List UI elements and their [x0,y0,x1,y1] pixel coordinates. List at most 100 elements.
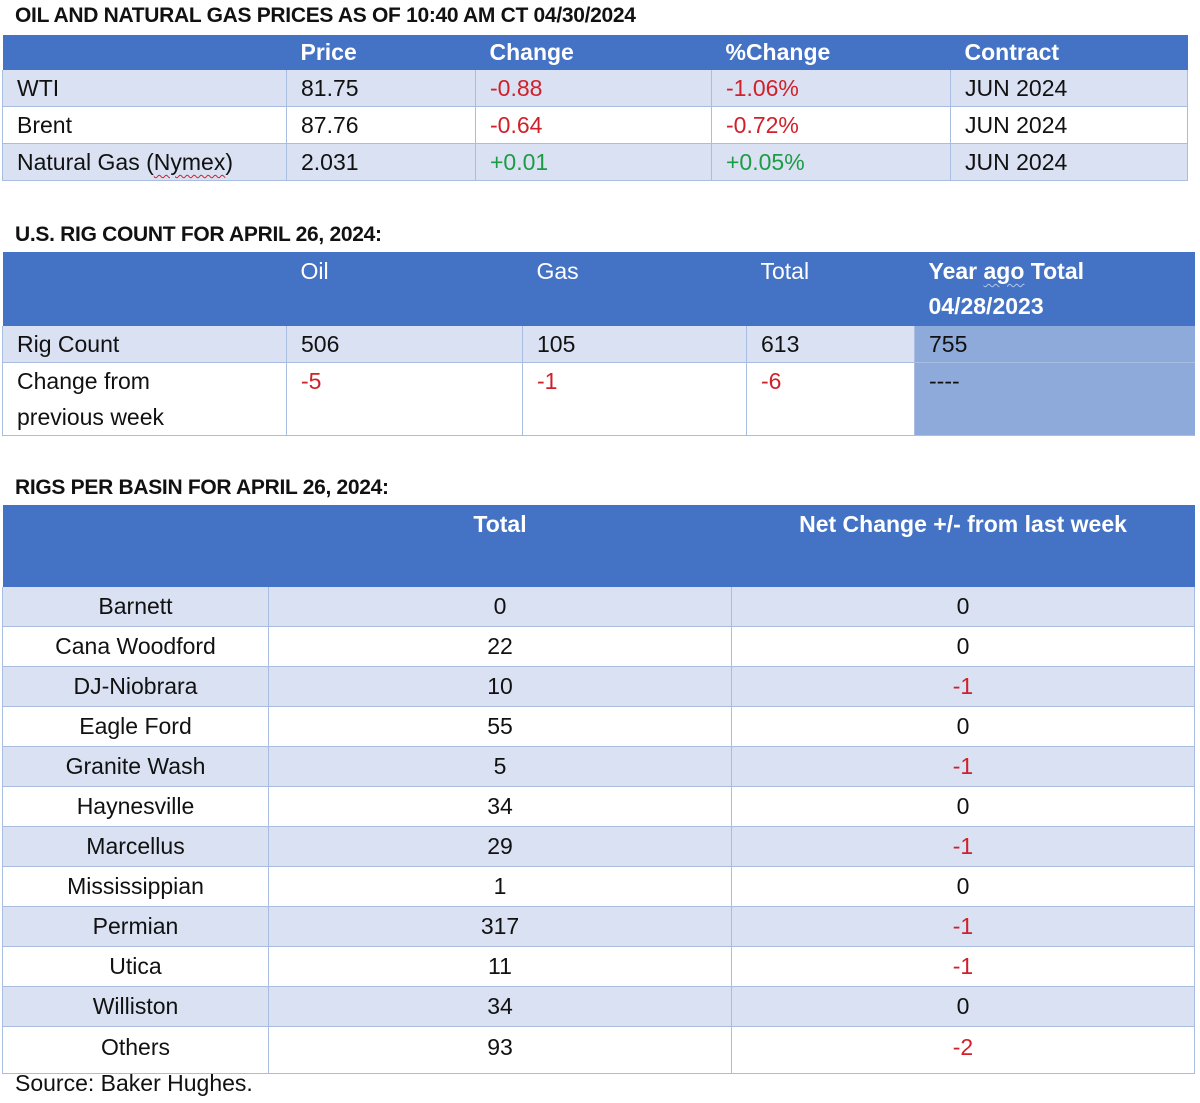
prices-table: Price Change %Change Contract WTI 81.75 … [2,35,1188,181]
rig-header-oil: Oil [286,252,523,326]
table-row: DJ-Niobrara 10 -1 [2,666,1195,707]
basin-net-change: 0 [731,587,1195,627]
basin-header-blank [2,505,269,587]
basin-header-net-change: Net Change +/- from last week [731,505,1195,587]
basin-name: Utica [2,946,269,987]
prices-header-row: Price Change %Change Contract [2,35,1188,70]
rig-year-ago-value: 755 [914,326,1195,363]
basins-body: Barnett 0 0 Cana Woodford 22 0 DJ-Niobrara 10… [2,587,1195,1074]
rig-gas-value: 105 [522,326,747,363]
pct-change-value: -1.06% [711,70,951,107]
year-ago-label-a: Year [928,258,984,284]
basin-name: Granite Wash [2,746,269,787]
rig-header-blank [2,252,287,326]
commodity-name: WTI [2,70,287,107]
year-ago-label-c: Total [1024,258,1085,284]
basin-net-change: -1 [731,666,1195,707]
rig-row-label: Rig Count [2,326,287,363]
rig-count-header-row: Oil Gas Total Year ago Total 04/28/2023 [2,252,1195,326]
prices-header-name [2,35,287,70]
table-row: Williston 34 0 [2,986,1195,1027]
rig-total-value: 613 [746,326,915,363]
basin-name: Permian [2,906,269,947]
basin-total: 34 [268,986,732,1027]
basin-name: Marcellus [2,826,269,867]
table-row: Cana Woodford 22 0 [2,626,1195,667]
rig-row-label: Change from previous week [2,362,287,436]
rig-row-label-line1: Change from [17,368,150,394]
price-value: 81.75 [286,70,476,107]
basins-title: RIGS PER BASIN FOR APRIL 26, 2024: [15,476,389,499]
basin-name: Eagle Ford [2,706,269,747]
table-row: Marcellus 29 -1 [2,826,1195,867]
table-row: Natural Gas (Nymex) 2.031 +0.01 +0.05% J… [2,143,1188,181]
basin-name: DJ-Niobrara [2,666,269,707]
basin-name: Williston [2,986,269,1027]
table-row: Granite Wash 5 -1 [2,746,1195,787]
basin-header-total: Total [268,505,732,587]
basins-table: Total Net Change +/- from last week Barn… [2,505,1195,1074]
year-ago-date: 04/28/2023 [928,293,1044,319]
basin-total: 10 [268,666,732,707]
rig-header-total: Total [746,252,915,326]
basin-name: Others [2,1026,269,1074]
contract-value: JUN 2024 [950,70,1188,107]
rig-total-change: -6 [746,362,915,436]
basin-net-change: -1 [731,826,1195,867]
basin-total: 0 [268,587,732,627]
rig-count-table: Oil Gas Total Year ago Total 04/28/2023 … [2,252,1195,436]
spellcheck-word: Nymex [153,149,226,175]
basin-net-change: 0 [731,786,1195,827]
basin-name: Mississippian [2,866,269,907]
table-row: Eagle Ford 55 0 [2,706,1195,747]
basin-net-change: -1 [731,746,1195,787]
source-note: Source: Baker Hughes. [15,1070,253,1096]
change-value: +0.01 [475,143,712,181]
basin-total: 1 [268,866,732,907]
basin-net-change: -1 [731,906,1195,947]
prices-header-pct-change: %Change [711,35,951,70]
table-row: Utica 11 -1 [2,946,1195,987]
table-row: Others 93 -2 [2,1026,1195,1074]
change-value: -0.64 [475,106,712,144]
basin-net-change: 0 [731,626,1195,667]
basin-total: 11 [268,946,732,987]
year-ago-label-b: ago [983,258,1025,284]
prices-header-price: Price [286,35,476,70]
prices-header-change: Change [475,35,712,70]
basin-total: 22 [268,626,732,667]
basin-total: 5 [268,746,732,787]
basin-total: 29 [268,826,732,867]
table-row: Permian 317 -1 [2,906,1195,947]
commodity-name: Natural Gas (Nymex) [2,143,287,181]
rig-year-ago-change: ---- [914,362,1195,436]
price-value: 2.031 [286,143,476,181]
rig-header-year-ago: Year ago Total 04/28/2023 [914,252,1195,326]
basin-total: 55 [268,706,732,747]
basin-net-change: 0 [731,706,1195,747]
table-row: Barnett 0 0 [2,587,1195,627]
table-row: Haynesville 34 0 [2,786,1195,827]
contract-value: JUN 2024 [950,106,1188,144]
basin-net-change: 0 [731,866,1195,907]
contract-value: JUN 2024 [950,143,1188,181]
table-row: WTI 81.75 -0.88 -1.06% JUN 2024 [2,70,1188,107]
basin-net-change: 0 [731,986,1195,1027]
commodity-name-prefix: Natural Gas ( [17,149,154,175]
rig-oil-change: -5 [286,362,523,436]
rig-oil-value: 506 [286,326,523,363]
basins-header-row: Total Net Change +/- from last week [2,505,1195,587]
basin-name: Haynesville [2,786,269,827]
commodity-name-suffix: ) [225,149,233,175]
basin-total: 34 [268,786,732,827]
rig-header-gas: Gas [522,252,747,326]
table-row: Mississippian 1 0 [2,866,1195,907]
commodity-name: Brent [2,106,287,144]
basin-net-change: -2 [731,1026,1195,1074]
table-row: Brent 87.76 -0.64 -0.72% JUN 2024 [2,106,1188,144]
rig-count-title: U.S. RIG COUNT FOR APRIL 26, 2024: [15,223,382,246]
table-row: Rig Count 506 105 613 755 [2,326,1195,363]
prices-title: OIL AND NATURAL GAS PRICES AS OF 10:40 A… [15,4,636,27]
change-value: -0.88 [475,70,712,107]
basin-name: Barnett [2,587,269,627]
